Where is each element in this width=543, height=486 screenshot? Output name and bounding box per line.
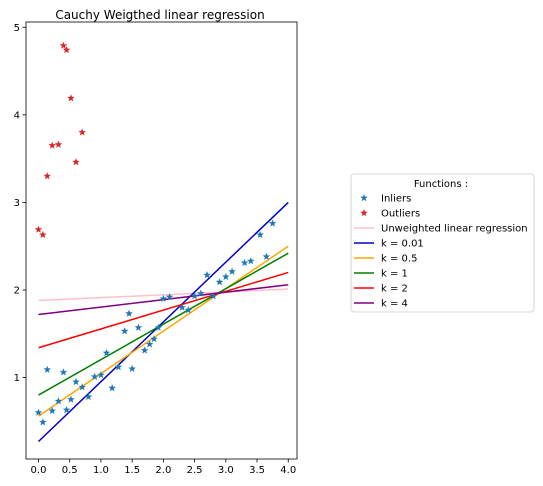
line-k-1	[38, 252, 289, 396]
outliers-point	[67, 94, 75, 102]
legend-label-inliers: Inliers	[381, 194, 411, 205]
y-tick-label: 5	[14, 23, 20, 34]
legend-label-k-4: k = 4	[381, 299, 408, 310]
inliers-point	[120, 327, 129, 335]
inliers-point	[62, 405, 71, 414]
inliers-point	[262, 252, 271, 260]
outliers-point	[59, 41, 68, 49]
y-tick-label: 1	[14, 373, 20, 384]
x-tick-label: 0.0	[31, 465, 47, 476]
line-k-0-5	[38, 245, 289, 417]
outliers-point	[54, 140, 63, 148]
inliers-point	[39, 418, 47, 426]
y-tick-label: 3	[14, 198, 20, 209]
inliers-point	[165, 292, 174, 301]
x-tick-label: 4.0	[280, 465, 296, 476]
outliers-point	[48, 141, 57, 149]
inliers-point	[59, 368, 68, 376]
inliers-point	[108, 384, 116, 392]
legend-marker-inliers	[360, 193, 368, 202]
inliers-point	[54, 397, 63, 405]
inliers-point	[221, 272, 230, 281]
legend-label-outliers: Outliers	[381, 209, 420, 220]
inliers-point	[134, 323, 143, 331]
legend-label-unweighted-linear-regression: Unweighted linear regression	[381, 224, 528, 235]
inliers-point	[97, 370, 105, 379]
inliers-point	[145, 340, 154, 348]
inliers-point	[154, 323, 163, 331]
legend-label-k-1: k = 1	[381, 269, 408, 280]
inliers-point	[246, 257, 255, 265]
inliers-point	[78, 383, 87, 391]
line-k-0-01	[37, 201, 289, 443]
x-tick-label: 3.0	[218, 465, 234, 476]
inliers-point	[72, 377, 80, 386]
inliers-point	[48, 406, 57, 415]
x-tick-label: 0.5	[62, 465, 78, 476]
inliers-point	[215, 278, 224, 286]
x-tick-label: 3.5	[249, 465, 265, 476]
chart-title: Cauchy Weigthed linear regression	[55, 8, 264, 22]
inliers-point	[203, 271, 211, 279]
inliers-point	[128, 364, 136, 373]
outliers-point	[78, 128, 87, 136]
line-k-2	[38, 271, 289, 349]
inliers-point	[114, 363, 123, 371]
inliers-point	[150, 334, 158, 343]
outliers-point	[39, 230, 47, 239]
inliers-point	[84, 392, 93, 401]
inliers-point	[240, 258, 249, 267]
outliers-point	[72, 158, 80, 166]
outliers-point	[43, 172, 52, 180]
y-tick-label: 2	[14, 285, 20, 296]
legend-title: Functions :	[414, 179, 468, 190]
outliers-point	[34, 225, 43, 233]
plot-area	[25, 21, 298, 460]
x-tick-label: 1.0	[93, 465, 109, 476]
x-tick-label: 1.5	[124, 465, 140, 476]
x-tick-label: 2.0	[155, 465, 171, 476]
inliers-point	[184, 306, 193, 314]
inliers-point	[140, 346, 149, 354]
inliers-point	[125, 309, 133, 317]
inliers-point	[268, 219, 277, 227]
inliers-point	[34, 408, 43, 416]
legend: Functions : Inliers Outliers Unweighted li…	[350, 173, 535, 313]
inliers-point	[159, 294, 168, 302]
inliers-point	[256, 230, 264, 239]
inliers-point	[190, 292, 199, 300]
legend-label-k-0-5: k = 0.5	[381, 254, 417, 265]
inliers-point	[197, 289, 205, 297]
inliers-point	[209, 292, 218, 300]
x-tick-label: 2.5	[187, 465, 203, 476]
legend-box	[350, 173, 535, 313]
inliers-point	[178, 303, 186, 311]
legend-label-k-2: k = 2	[381, 284, 408, 295]
plot-frame	[25, 21, 298, 460]
outliers-point	[62, 45, 71, 54]
y-axis: 1 2 3 4 5	[14, 23, 26, 384]
y-tick-label: 4	[14, 110, 20, 121]
legend-label-k-0-01: k = 0.01	[381, 239, 424, 250]
inliers-point	[67, 395, 75, 403]
legend-entries: Inliers Outliers Unweighted linear regress…	[354, 194, 528, 310]
x-axis: 0.0 0.5 1.0 1.5 2.0 2.5 3.0 3.5 4.0	[31, 459, 296, 476]
inliers-point	[102, 349, 111, 357]
inliers-point	[228, 267, 236, 275]
inliers-point	[90, 372, 99, 380]
inliers-point	[43, 365, 52, 373]
scatter-points-layer	[34, 41, 277, 426]
legend-marker-outliers	[360, 208, 368, 217]
